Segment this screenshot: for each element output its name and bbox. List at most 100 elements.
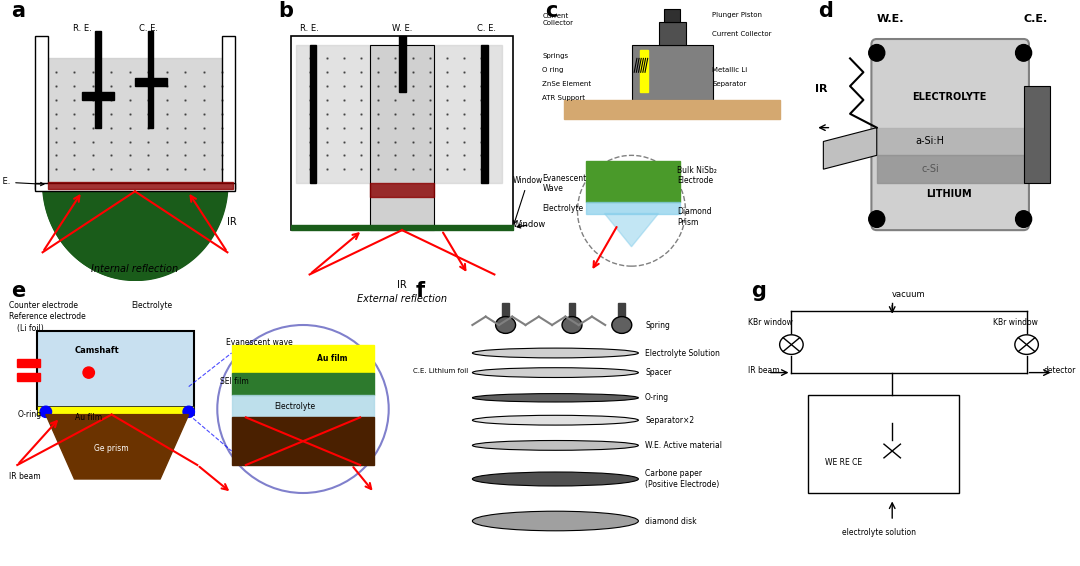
- Circle shape: [612, 316, 632, 333]
- Bar: [292, 36, 513, 230]
- Text: Metallic Li: Metallic Li: [713, 67, 747, 73]
- Text: Separator×2: Separator×2: [645, 415, 694, 424]
- Text: W. E.: W. E.: [392, 24, 413, 33]
- Text: (Li foil): (Li foil): [17, 324, 44, 333]
- Bar: [585, 161, 680, 203]
- Bar: [370, 183, 434, 197]
- Text: IR: IR: [815, 84, 828, 93]
- Text: R. E.: R. E.: [72, 24, 92, 33]
- Bar: [569, 303, 576, 325]
- Text: ELECTROLYTE: ELECTROLYTE: [912, 92, 986, 102]
- Text: Plunger Piston: Plunger Piston: [713, 12, 762, 18]
- Bar: [659, 23, 686, 45]
- Bar: [632, 45, 713, 100]
- Text: ZnSe Element: ZnSe Element: [542, 81, 592, 87]
- Text: Spacer: Spacer: [645, 368, 672, 377]
- Text: C. E.: C. E.: [138, 24, 158, 33]
- Bar: [296, 45, 502, 183]
- Polygon shape: [45, 415, 189, 479]
- Bar: [482, 45, 488, 183]
- Text: C.E.: C.E.: [1024, 14, 1048, 24]
- Text: c-Si: c-Si: [921, 164, 939, 174]
- Bar: [585, 203, 680, 213]
- Ellipse shape: [472, 415, 638, 425]
- Bar: [35, 36, 48, 188]
- Text: diamond disk: diamond disk: [645, 517, 697, 525]
- Ellipse shape: [472, 368, 638, 378]
- Circle shape: [1015, 335, 1038, 354]
- Bar: [639, 50, 648, 92]
- Text: f: f: [416, 281, 426, 301]
- Text: Separator: Separator: [713, 81, 746, 87]
- Text: LITHIUM: LITHIUM: [926, 189, 972, 199]
- Text: detector: detector: [1043, 366, 1076, 375]
- Bar: [38, 406, 194, 415]
- Text: e: e: [12, 281, 26, 301]
- Text: External reflection: External reflection: [357, 294, 447, 304]
- Bar: [400, 36, 406, 92]
- Text: Spring: Spring: [645, 320, 670, 329]
- Text: C. E.: C. E.: [477, 24, 496, 33]
- Text: Reference electrode: Reference electrode: [9, 312, 85, 321]
- Text: Diamond
Prism: Diamond Prism: [677, 207, 712, 226]
- Bar: [42, 58, 228, 183]
- Text: a: a: [11, 1, 25, 21]
- Text: KBr window: KBr window: [747, 318, 793, 327]
- Text: Au film: Au film: [318, 354, 348, 363]
- Circle shape: [868, 45, 885, 61]
- Bar: [35, 183, 235, 191]
- Text: SEI film: SEI film: [220, 377, 248, 386]
- Bar: [222, 36, 235, 188]
- Text: Bulk NiSb₂
Electrode: Bulk NiSb₂ Electrode: [677, 166, 717, 185]
- Circle shape: [780, 335, 804, 354]
- Text: Au film: Au film: [76, 413, 103, 422]
- Text: Window: Window: [513, 220, 546, 229]
- Text: g: g: [751, 281, 766, 301]
- Text: WE RE CE: WE RE CE: [825, 458, 862, 467]
- Text: ATR Support: ATR Support: [542, 95, 585, 101]
- Text: IR beam: IR beam: [747, 366, 780, 375]
- Bar: [619, 303, 625, 325]
- Circle shape: [183, 406, 194, 417]
- Text: Electrolyte Solution: Electrolyte Solution: [645, 349, 720, 358]
- Text: Electrolyte: Electrolyte: [274, 402, 315, 411]
- Bar: [231, 395, 375, 417]
- Bar: [808, 395, 959, 493]
- Text: c: c: [545, 1, 557, 21]
- Text: Electrolyte: Electrolyte: [542, 204, 583, 213]
- Text: Springs: Springs: [542, 53, 568, 59]
- Circle shape: [1015, 45, 1031, 61]
- Bar: [1024, 86, 1050, 183]
- Text: O-ring: O-ring: [17, 410, 41, 419]
- Bar: [95, 31, 100, 128]
- Text: O ring: O ring: [542, 67, 564, 73]
- FancyBboxPatch shape: [872, 39, 1029, 230]
- Text: C.E. Lithium foil: C.E. Lithium foil: [413, 367, 468, 374]
- Bar: [148, 31, 153, 128]
- Text: electrolyte solution: electrolyte solution: [841, 528, 916, 537]
- Text: Current Collector: Current Collector: [713, 31, 772, 37]
- Polygon shape: [605, 213, 659, 247]
- Bar: [135, 78, 166, 86]
- Text: Evanescent
Wave: Evanescent Wave: [542, 174, 586, 194]
- Text: Electrolyte: Electrolyte: [132, 301, 173, 310]
- Circle shape: [496, 316, 515, 333]
- Bar: [231, 417, 375, 465]
- Text: Carbone paper
(Positive Electrode): Carbone paper (Positive Electrode): [645, 469, 719, 488]
- Bar: [38, 331, 194, 409]
- Text: O-ring: O-ring: [645, 393, 670, 402]
- Text: R. E.: R. E.: [300, 24, 319, 33]
- Polygon shape: [42, 183, 228, 280]
- Bar: [877, 155, 1024, 183]
- Text: Internal reflection: Internal reflection: [92, 264, 178, 274]
- Text: b: b: [278, 1, 293, 21]
- Bar: [48, 182, 232, 188]
- Ellipse shape: [472, 511, 638, 531]
- Text: Window: Window: [513, 176, 543, 224]
- Circle shape: [1015, 211, 1031, 228]
- Bar: [82, 92, 113, 100]
- Ellipse shape: [472, 440, 638, 451]
- Text: Current
Collector: Current Collector: [542, 13, 573, 26]
- Text: Ge prism: Ge prism: [94, 444, 129, 453]
- Ellipse shape: [472, 472, 638, 486]
